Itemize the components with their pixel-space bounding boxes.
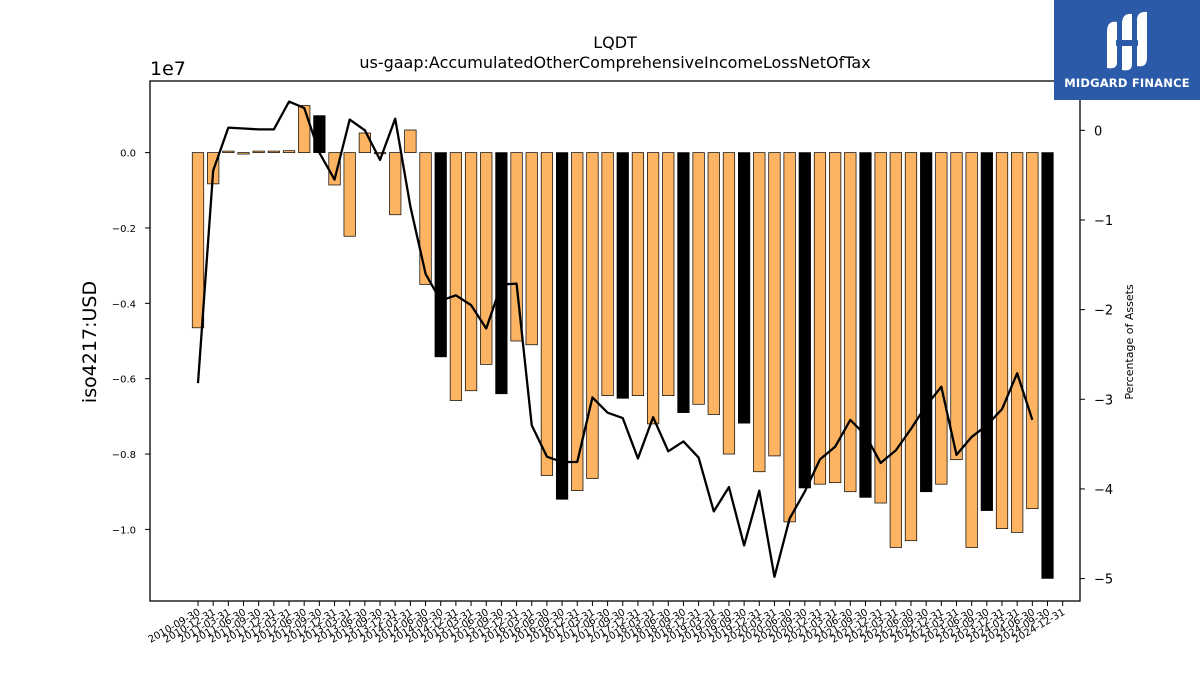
bar-2020-03-31 bbox=[768, 152, 781, 457]
bar-2013-12-31 bbox=[389, 152, 402, 216]
y2-tick-label: 0 bbox=[1094, 124, 1102, 139]
y2-tick-label: −4 bbox=[1094, 483, 1113, 498]
plot-frame bbox=[149, 80, 1081, 602]
bar-2016-12-31 bbox=[571, 152, 584, 491]
bar-2015-06-30 bbox=[480, 152, 493, 365]
y-tick-label: −0.2 bbox=[112, 224, 136, 235]
y-tick-label: −0.8 bbox=[112, 450, 136, 461]
bar-2024-09-30 bbox=[1041, 152, 1054, 579]
bar-2022-12-31 bbox=[935, 152, 948, 485]
bar-2011-06-30 bbox=[237, 152, 250, 155]
bar-2015-03-31 bbox=[464, 152, 478, 392]
bar-2024-03-31 bbox=[1011, 152, 1024, 533]
bar-2014-03-31 bbox=[404, 129, 417, 153]
bar-2013-03-31 bbox=[343, 152, 356, 237]
y2-axis-label: Percentage of Assets bbox=[1123, 284, 1136, 400]
bar-2019-09-30 bbox=[738, 152, 751, 424]
chart-subtitle: us-gaap:AccumulatedOtherComprehensiveInc… bbox=[359, 53, 870, 72]
bar-2017-12-31 bbox=[631, 152, 645, 396]
bar-2021-09-30 bbox=[859, 152, 872, 498]
bar-2023-03-31 bbox=[950, 152, 963, 461]
bar-2022-03-31 bbox=[889, 152, 902, 548]
bar-2020-06-30 bbox=[783, 152, 796, 523]
bar-2016-03-31 bbox=[525, 152, 538, 346]
bar-2015-09-30 bbox=[495, 152, 508, 395]
bar-2013-09-30 bbox=[373, 152, 387, 155]
bar-2012-06-30 bbox=[298, 105, 311, 153]
bar-2014-12-31 bbox=[449, 152, 462, 401]
bar-2012-03-31 bbox=[282, 150, 296, 153]
bar-2019-12-31 bbox=[753, 152, 766, 473]
bar-2024-06-30 bbox=[1026, 152, 1039, 510]
bar-2020-12-31 bbox=[813, 152, 827, 485]
bar-2019-06-30 bbox=[722, 152, 736, 455]
bar-2016-09-30 bbox=[555, 152, 569, 500]
y2-tick-label: −2 bbox=[1094, 304, 1113, 319]
bar-2023-06-30 bbox=[965, 152, 978, 548]
bar-2021-06-30 bbox=[844, 152, 857, 493]
bar-2011-12-31 bbox=[267, 150, 280, 153]
bar-2014-06-30 bbox=[419, 152, 432, 285]
y-scale-label: 1e7 bbox=[150, 58, 186, 80]
bar-2016-06-30 bbox=[540, 152, 554, 476]
bar-2012-09-30 bbox=[313, 115, 326, 153]
bar-2023-09-30 bbox=[980, 152, 993, 511]
line-layer bbox=[196, 100, 1034, 578]
bar-2018-03-31 bbox=[646, 152, 660, 425]
bar-2017-06-30 bbox=[601, 152, 614, 396]
bar-2021-12-31 bbox=[874, 152, 887, 504]
logo-text: MIDGARD FINANCE bbox=[1064, 76, 1190, 90]
y2-tick-label: −3 bbox=[1094, 393, 1113, 408]
y-tick-label: −0.4 bbox=[112, 299, 136, 310]
bar-2019-03-31 bbox=[707, 152, 720, 415]
y-tick-label: 0.0 bbox=[120, 149, 136, 160]
chart-title: LQDT bbox=[593, 33, 637, 52]
bar-2010-09-30 bbox=[191, 152, 205, 329]
bar-2011-09-30 bbox=[252, 150, 265, 153]
midgard-finance-logo: MIDGARD FINANCE bbox=[1054, 0, 1200, 100]
y2-tick-label: −1 bbox=[1094, 214, 1113, 229]
bar-2021-03-31 bbox=[829, 152, 842, 484]
bar-2011-03-31 bbox=[222, 150, 235, 153]
axes: 0.0−0.2−0.4−0.6−0.8−1.00−1−2−3−4−52010-0… bbox=[112, 124, 1113, 645]
y-tick-label: −1.0 bbox=[112, 525, 136, 536]
logo-mark-icon bbox=[1107, 11, 1147, 71]
bar-2018-12-31 bbox=[692, 152, 705, 405]
bar-2018-06-30 bbox=[662, 152, 675, 396]
bar-group bbox=[191, 105, 1054, 579]
bar-2015-12-31 bbox=[510, 152, 523, 342]
y-axis-label: iso4217:USD bbox=[79, 281, 101, 403]
bar-2014-09-30 bbox=[434, 152, 447, 358]
bar-2023-12-31 bbox=[995, 152, 1009, 529]
y-tick-label: −0.6 bbox=[112, 375, 136, 386]
bar-2017-09-30 bbox=[616, 152, 629, 399]
bar-2022-09-30 bbox=[920, 152, 933, 493]
y2-tick-label: −5 bbox=[1094, 573, 1113, 588]
percentage-of-assets-line bbox=[196, 100, 1034, 578]
bar-2020-09-30 bbox=[798, 152, 811, 489]
bar-2018-09-30 bbox=[677, 152, 690, 413]
bar-2017-03-31 bbox=[586, 152, 599, 479]
bar-2022-06-30 bbox=[904, 152, 918, 542]
